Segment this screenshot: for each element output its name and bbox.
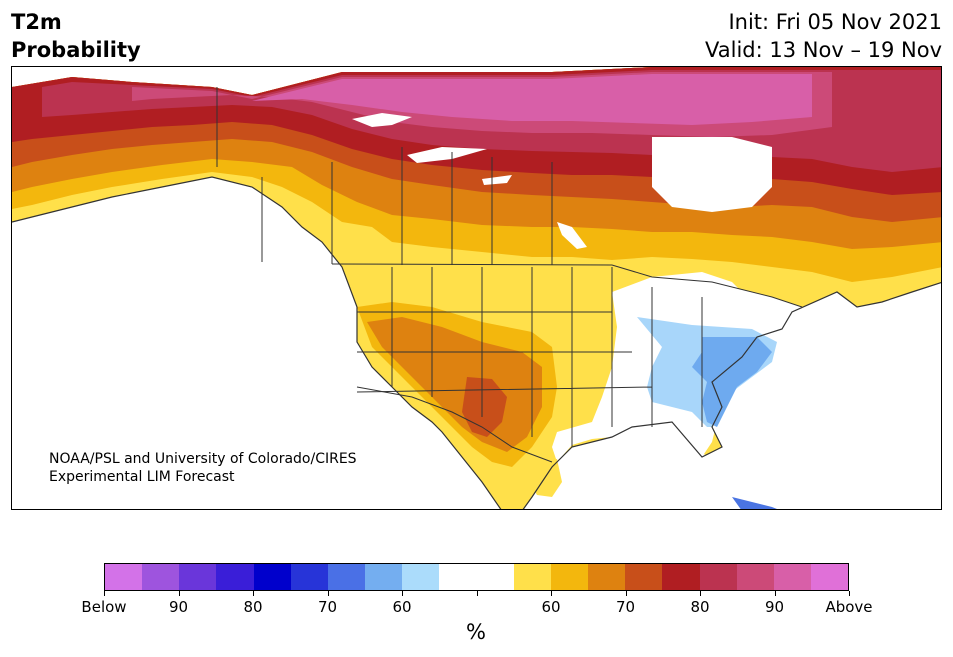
title-line-2: Probability: [11, 38, 141, 62]
colorbar-tick-label: 60: [541, 598, 561, 616]
colorbar-tick: [849, 591, 850, 596]
probability-map: [11, 66, 942, 510]
colorbar-tick: [178, 591, 180, 596]
colorbar-tick-label: 90: [764, 598, 785, 616]
land-below-60: [692, 337, 772, 427]
land-mexico-above-55: [527, 457, 562, 497]
colorbar-cell: [513, 564, 551, 590]
colorbar-cell: [327, 564, 366, 590]
colorbar-cell: [402, 564, 440, 590]
colorbar-tick: [402, 591, 403, 596]
lake-athabasca: [482, 175, 512, 185]
colorbar-tick-label: 80: [690, 598, 710, 616]
credit-line-1: NOAA/PSL and University of Colorado/CIRE…: [49, 451, 357, 467]
inland-water: [352, 113, 772, 509]
credit-text: NOAA/PSL and University of Colorado/CIRE…: [49, 450, 357, 486]
colorbar-tick: [476, 591, 478, 596]
land-above-90: [252, 74, 812, 125]
colorbar-unit: %: [466, 620, 486, 644]
init-date: Init: Fri 05 Nov 2021: [728, 10, 942, 34]
colorbar-cell: [216, 564, 254, 590]
colorbar-tick-label: Above: [825, 598, 873, 616]
colorbar-cell: [253, 564, 291, 590]
land-southwest-above-70: [462, 377, 507, 437]
colorbar-tick-label: 70: [317, 598, 338, 616]
colorbar-tick: [774, 591, 776, 596]
colorbar-tick: [327, 591, 329, 596]
colorbar-cell: [476, 564, 514, 590]
lake-winnipeg: [557, 222, 587, 249]
colorbar-tick-label: 80: [243, 598, 263, 616]
great-slave-lake: [407, 147, 487, 163]
title-line-1: T2m: [11, 10, 62, 34]
state-lines: [356, 267, 703, 447]
coastline: [12, 176, 941, 509]
colorbar-cell: [588, 564, 626, 590]
colorbar-tick: [700, 591, 701, 596]
map-svg: [12, 67, 941, 509]
colorbar-cell: [179, 564, 217, 590]
political-borders: [216, 87, 803, 463]
colorbar-cell: [439, 564, 477, 590]
chart-title: T2m Probability: [11, 8, 141, 64]
hudson-bay: [652, 137, 772, 212]
colorbar-cell: [550, 564, 589, 590]
colorbar-cell: [365, 564, 403, 590]
great-bear-lake: [352, 113, 412, 127]
gulf-of-mexico: [572, 437, 722, 509]
great-lakes: [652, 272, 747, 317]
colorbar-cell: [625, 564, 663, 590]
colorbar-cell: [290, 564, 328, 590]
colorbar-cell: [699, 564, 737, 590]
us-mexico-border: [356, 386, 553, 463]
province-lines: [261, 147, 553, 265]
colorbar-tick: [253, 591, 254, 596]
colorbar-tick: [551, 591, 552, 596]
valid-range: Valid: 13 Nov – 19 Nov: [705, 38, 942, 62]
colorbar-tick: [625, 591, 627, 596]
colorbar-cell: [810, 564, 849, 590]
colorbar-cell: [736, 564, 774, 590]
colorbar-cell: [773, 564, 811, 590]
forecast-dates: Init: Fri 05 Nov 2021 Valid: 13 Nov – 19…: [705, 8, 942, 64]
credit-line-2: Experimental LIM Forecast: [49, 469, 235, 485]
colorbar-cell: [662, 564, 700, 590]
land-below-65: [732, 497, 777, 509]
us-canada-border: [331, 263, 803, 308]
colorbar-tick-label: Below: [81, 598, 127, 616]
probability-layers: [12, 67, 941, 509]
colorbar-tick-label: 70: [615, 598, 636, 616]
colorbar-cell: [105, 564, 143, 590]
colorbar-tick-label: 60: [392, 598, 412, 616]
colorbar-cell: [142, 564, 180, 590]
colorbar-tick: [104, 591, 105, 596]
colorbar-tick-label: 90: [168, 598, 189, 616]
colorbar: [104, 563, 849, 591]
